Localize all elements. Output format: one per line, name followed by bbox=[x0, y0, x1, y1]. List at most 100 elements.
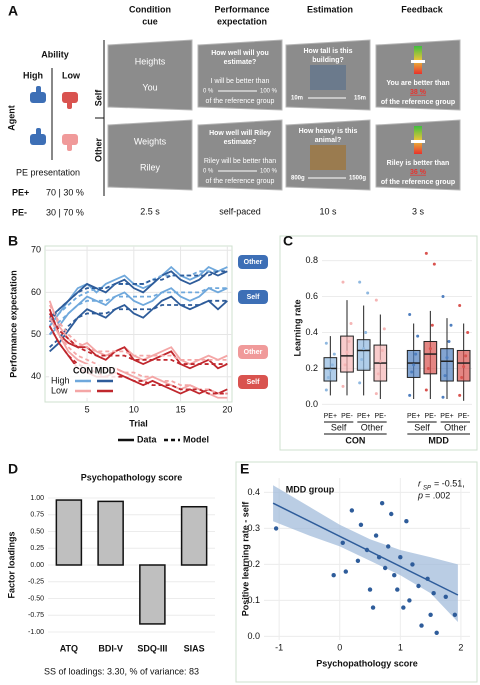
data-point bbox=[343, 363, 347, 367]
data-point bbox=[373, 533, 379, 538]
data-point bbox=[458, 393, 462, 397]
agent-label: Self bbox=[331, 422, 347, 432]
data-point bbox=[378, 359, 382, 363]
y-tick-label: 0.0 bbox=[305, 399, 318, 409]
data-point bbox=[340, 540, 345, 545]
cue-text: Heights bbox=[135, 56, 166, 66]
column-header: Condition bbox=[129, 4, 171, 14]
stimulus-image bbox=[310, 65, 346, 90]
question: estimate? bbox=[224, 139, 257, 146]
data-point bbox=[328, 368, 332, 372]
screen bbox=[107, 39, 193, 111]
high-label: High bbox=[23, 70, 43, 80]
data-point bbox=[432, 262, 436, 266]
data-point bbox=[449, 323, 453, 327]
feedback-text: You are better than bbox=[386, 80, 449, 87]
bar bbox=[55, 499, 83, 566]
self-label: Self bbox=[93, 89, 103, 107]
x-tick-label: PE+ bbox=[324, 413, 337, 420]
data-point bbox=[428, 347, 432, 351]
data-point bbox=[407, 598, 412, 603]
data-point bbox=[410, 370, 414, 374]
bar bbox=[180, 505, 208, 566]
data-point bbox=[389, 511, 394, 517]
cue-text: Riley bbox=[140, 162, 161, 172]
panel-label: C bbox=[283, 233, 293, 249]
y-tick-label: 60 bbox=[31, 287, 41, 297]
thumb-down bbox=[67, 101, 72, 109]
data-point bbox=[392, 573, 397, 578]
x-tick-label: SIAS bbox=[184, 643, 205, 653]
stat-symbol: p bbox=[417, 490, 423, 500]
pe-row-value: 70 | 30 % bbox=[46, 187, 84, 197]
slider-max: 100 % bbox=[260, 89, 278, 95]
slider-max: 1500g bbox=[349, 176, 366, 182]
data-point bbox=[458, 304, 462, 308]
ability-label: Ability bbox=[41, 49, 69, 59]
data-point bbox=[324, 341, 328, 345]
question: How tall is this bbox=[303, 48, 352, 55]
question: How heavy is this bbox=[299, 128, 358, 135]
timing: 2.5 s bbox=[140, 206, 160, 216]
data-point bbox=[374, 298, 378, 302]
statement: Riley will be better than bbox=[204, 158, 276, 165]
agent-label: Self bbox=[414, 422, 430, 432]
data-point bbox=[434, 630, 439, 635]
feedback-marker bbox=[411, 140, 425, 143]
thumb-up bbox=[30, 134, 46, 145]
question: How well will Riley bbox=[209, 130, 271, 137]
panel-label: B bbox=[8, 233, 18, 249]
column-header: Performance bbox=[214, 4, 269, 14]
agent-label: Other bbox=[361, 422, 384, 432]
agent-icon bbox=[238, 375, 268, 389]
agent-label: Other bbox=[244, 349, 263, 356]
data-point bbox=[447, 339, 451, 343]
x-tick-label: 20 bbox=[222, 404, 232, 414]
x-tick-label: -1 bbox=[275, 642, 283, 652]
y-tick-label: 50 bbox=[31, 329, 41, 339]
y-tick-label: 0.75 bbox=[30, 512, 44, 519]
data-point bbox=[410, 562, 415, 567]
legend-column: MDD bbox=[95, 365, 116, 375]
thumb-up bbox=[36, 128, 41, 136]
x-tick-label: ATQ bbox=[60, 643, 78, 653]
data-point bbox=[443, 594, 448, 599]
data-point bbox=[358, 381, 362, 385]
y-tick-label: 0.2 bbox=[247, 559, 260, 569]
other-label: Other bbox=[93, 138, 103, 163]
data-point bbox=[341, 384, 345, 388]
confidence-band bbox=[273, 485, 458, 622]
y-tick-label: 0.1 bbox=[247, 595, 260, 605]
y-tick-label: 0.0 bbox=[247, 631, 260, 641]
question: animal? bbox=[315, 137, 341, 144]
y-tick-label: 0.4 bbox=[305, 327, 318, 337]
data-point bbox=[412, 363, 416, 367]
y-axis-label: Factor loadings bbox=[6, 531, 16, 598]
feedback-value: 38 % bbox=[410, 89, 427, 96]
series-line bbox=[49, 299, 228, 348]
data-point bbox=[364, 330, 368, 334]
data-point bbox=[416, 334, 420, 338]
bar bbox=[139, 564, 166, 625]
y-tick-label: 40 bbox=[31, 371, 41, 381]
column-header: Estimation bbox=[307, 4, 353, 14]
data-point bbox=[331, 573, 336, 578]
agent-icon bbox=[238, 255, 268, 269]
slider-min: 800g bbox=[291, 176, 305, 182]
data-point bbox=[443, 374, 447, 378]
box-body bbox=[440, 348, 454, 382]
agent-icon bbox=[238, 345, 268, 359]
data-point bbox=[376, 372, 380, 376]
feedback-text: of the reference group bbox=[381, 99, 455, 106]
data-point bbox=[466, 330, 470, 334]
statement: I will be better than bbox=[211, 78, 270, 85]
stimulus-image bbox=[310, 145, 346, 170]
screen bbox=[197, 119, 283, 191]
series-line bbox=[48, 313, 228, 365]
question: How well will you bbox=[211, 50, 269, 57]
chart-title: Psychopathology score bbox=[81, 472, 183, 482]
y-tick-label: 70 bbox=[31, 245, 41, 255]
data-point bbox=[426, 366, 430, 370]
x-tick-label: PE- bbox=[374, 413, 386, 420]
